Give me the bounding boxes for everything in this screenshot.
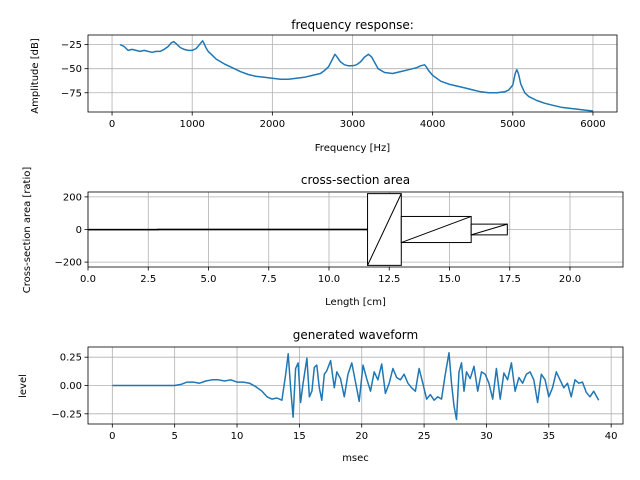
wave-series-line-0 — [112, 351, 600, 421]
area-xtick-label-3: 7.5 — [261, 274, 277, 285]
area-ytick-label-1: 0 — [76, 225, 82, 236]
frequency-response-title: frequency response: — [291, 18, 414, 32]
area-xtick-label-7: 17.5 — [499, 274, 521, 285]
frequency-response-panel: frequency response: Frequency [Hz] Ampli… — [30, 18, 618, 154]
cross-section-hatch-4 — [471, 223, 508, 236]
freq-xtick-label-0: 0 — [109, 119, 115, 130]
freq-xtick-label-5: 5000 — [500, 119, 525, 130]
wave-xtick-label-0: 0 — [109, 431, 115, 442]
frequency-response-ylabel: Amplitude [dB] — [30, 38, 41, 114]
area-xtick-label-1: 2.5 — [140, 274, 156, 285]
waveform-xlabel: msec — [342, 453, 369, 464]
cross-section-title: cross-section area — [301, 173, 410, 187]
freq-xtick-label-6: 6000 — [580, 119, 605, 130]
wave-xtick-label-2: 10 — [231, 431, 244, 442]
frequency-response-xlabel: Frequency [Hz] — [315, 143, 391, 154]
waveform-panel: generated waveform msec level 0 5 10 15 20 25… — [18, 328, 624, 464]
freq-xtick-label-2: 2000 — [260, 119, 285, 130]
area-xtick-label-2: 5.0 — [201, 274, 217, 285]
freq-xtick-label-3: 3000 — [340, 119, 365, 130]
cross-section-panel: cross-section area Length [cm] Cross-sec… — [22, 167, 624, 308]
waveform-ylabel: level — [18, 374, 29, 398]
freq-plot-area — [119, 40, 594, 112]
cross-section-ylabel: Cross-section area [ratio] — [22, 167, 33, 294]
wave-plot-area — [112, 351, 600, 421]
cross-section-segment-1 — [157, 228, 369, 231]
cross-section-xlabel: Length [cm] — [325, 297, 386, 308]
area-xtick-label-6: 15.0 — [438, 274, 460, 285]
wave-ytick-label-0: 0.25 — [60, 353, 82, 364]
freq-ytick-label-2: −75 — [61, 88, 82, 99]
wave-xtick-label-8: 40 — [605, 431, 618, 442]
area-xtick-label-5: 12.5 — [378, 274, 400, 285]
freq-xtick-label-1: 1000 — [179, 119, 204, 130]
area-ytick-label-0: 200 — [63, 192, 82, 203]
wave-xtick-label-7: 35 — [542, 431, 555, 442]
waveform-title: generated waveform — [293, 328, 418, 342]
wave-ytick-label-2: −0.25 — [51, 409, 82, 420]
area-plot-area — [88, 193, 508, 266]
area-ytick-label-2: −200 — [55, 258, 82, 269]
freq-series-line-0 — [119, 40, 594, 112]
freq-xtick-label-4: 4000 — [420, 119, 445, 130]
freq-ytick-label-0: −25 — [61, 40, 82, 51]
wave-xtick-label-6: 30 — [480, 431, 493, 442]
cross-section-hatch-3 — [401, 215, 472, 244]
cross-section-segment-0 — [88, 228, 159, 231]
wave-xtick-label-1: 5 — [171, 431, 177, 442]
wave-xtick-label-4: 20 — [355, 431, 368, 442]
freq-ytick-label-1: −50 — [61, 64, 82, 75]
cross-section-hatch-2 — [367, 193, 402, 266]
area-xtick-label-0: 0.0 — [80, 274, 96, 285]
wave-xtick-label-5: 25 — [418, 431, 431, 442]
wave-xtick-label-3: 15 — [293, 431, 306, 442]
area-xtick-label-8: 20.0 — [559, 274, 581, 285]
wave-ytick-label-1: 0.00 — [60, 381, 82, 392]
area-xtick-label-4: 10.0 — [318, 274, 340, 285]
